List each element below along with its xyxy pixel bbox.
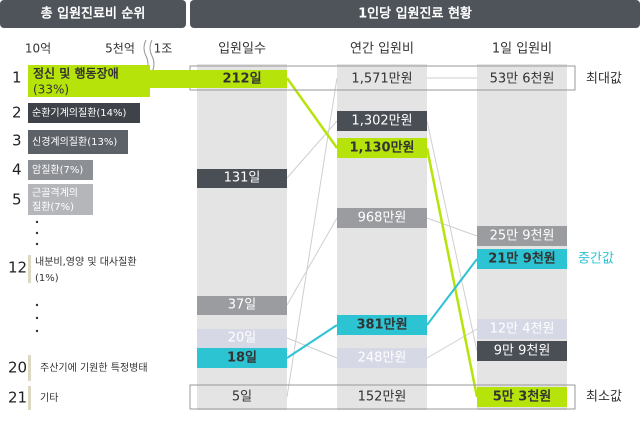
- cell: 21만 9천원: [488, 251, 556, 267]
- cell: 212일: [222, 72, 261, 87]
- cell-bg: [337, 348, 427, 368]
- rank-bar: [28, 255, 31, 283]
- cell-bg: [337, 208, 427, 228]
- cell: 20일: [228, 331, 257, 346]
- cell: 131일: [224, 171, 261, 186]
- cell: 1,571만원: [351, 72, 412, 87]
- rank-bar: [28, 184, 93, 215]
- cell: 9만 9천원: [494, 344, 551, 359]
- rank-bar: [28, 130, 128, 154]
- rank-label: 신경계의질환(13%): [32, 135, 117, 148]
- rank-label: 암질환(7%): [32, 164, 83, 176]
- highlight-line-cyan: [286, 258, 478, 359]
- cell: 968만원: [358, 211, 407, 226]
- cell-bg: [197, 70, 287, 88]
- cell: 53만 6천원: [490, 72, 555, 87]
- scale-label: 5천억: [105, 41, 135, 56]
- cell-bg: [477, 341, 567, 361]
- cell: 18일: [227, 351, 257, 366]
- column-header: 연간 입원비: [350, 42, 414, 57]
- rank: 1: [12, 69, 22, 87]
- rank: 21: [8, 389, 27, 407]
- rank-bar: [28, 103, 140, 123]
- scale-label: 10억: [25, 42, 51, 56]
- rank-label: 기타: [40, 392, 58, 404]
- rank-label: 주산기에 기원한 특정병태: [40, 362, 148, 374]
- cell-bg: [197, 348, 287, 368]
- cell: 5만 3천원: [493, 389, 552, 405]
- rank-label: 근골격계의: [32, 186, 78, 199]
- cell: 5일: [232, 390, 252, 405]
- cell: 12만 4천원: [490, 322, 555, 337]
- cell: 37일: [228, 298, 257, 313]
- cell: 1,130만원: [349, 140, 414, 156]
- left-title: 총 입원진료비 순위: [41, 6, 146, 22]
- cell: 1,302만원: [351, 114, 412, 129]
- rank-label: 내분비,영양 및 대사질환: [35, 256, 137, 268]
- rank: 5: [12, 191, 22, 209]
- rank-label: (33%): [33, 83, 69, 97]
- cell-bg: [337, 315, 427, 335]
- cell-bg: [477, 319, 567, 339]
- cell-bg: [477, 387, 567, 407]
- rank-bar: [28, 386, 31, 410]
- cell-bg: [337, 111, 427, 131]
- connectors: [286, 77, 478, 398]
- scale-label: 1조: [154, 42, 173, 56]
- cell: 152만원: [358, 390, 407, 405]
- column-header: 입원일수: [218, 42, 266, 57]
- rank: 3: [12, 132, 22, 150]
- rank-label: 순환기계의질환(14%): [32, 107, 127, 119]
- cell-bg: [197, 169, 287, 188]
- annotation-max: 최대값: [586, 72, 622, 87]
- right-header-bg: [190, 0, 640, 28]
- cell-bg: [197, 329, 287, 348]
- rank: 20: [8, 359, 27, 377]
- rank-bar: [28, 65, 197, 97]
- annotation-median: 중간값: [578, 252, 614, 267]
- cell: 25만 9천원: [490, 229, 555, 244]
- min-row-outline: [189, 384, 576, 410]
- rank: 2: [12, 104, 22, 122]
- cell-bg: [337, 138, 427, 158]
- cell-bg: [477, 249, 567, 269]
- rank-label: (1%): [35, 273, 59, 284]
- rank: 12: [8, 259, 27, 277]
- cell: 381만원: [356, 317, 407, 333]
- cell-bg: [477, 226, 567, 246]
- annotation-min: 최소값: [586, 390, 622, 405]
- rank: 4: [12, 161, 22, 179]
- left-header-bg: [0, 0, 186, 28]
- right-title: 1인당 입원진료 현황: [358, 6, 472, 22]
- rank-label: 질환(7%): [32, 201, 74, 213]
- ellipsis: [35, 220, 39, 333]
- cell-bg: [197, 296, 287, 315]
- rank-bar: [28, 355, 31, 381]
- cell: 248만원: [358, 351, 407, 366]
- rank-bar: [28, 160, 93, 180]
- column-header: 1일 입원비: [492, 42, 552, 57]
- rank-label: 정신 및 행동장애: [33, 66, 119, 81]
